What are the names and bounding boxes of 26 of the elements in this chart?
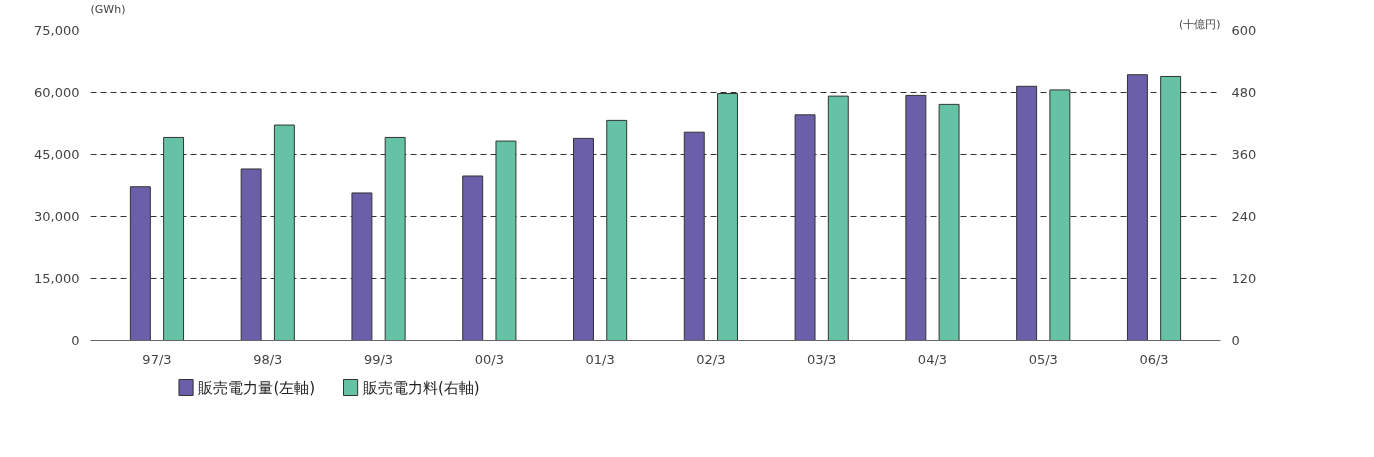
y2-tick-label: 600	[1231, 23, 1257, 38]
y2-tick-label: 480	[1231, 85, 1257, 100]
y2-tick-label: 0	[1231, 333, 1240, 348]
x-tick-label: 06/3	[1139, 351, 1169, 367]
y-tick-label: 60,000	[34, 85, 80, 100]
y2-tick-label: 120	[1231, 271, 1257, 286]
y-tick-label: 45,000	[34, 147, 80, 162]
x-tick-label: 97/3	[142, 351, 172, 367]
x-tick-label: 02/3	[696, 351, 726, 367]
y2-tick-label: 240	[1231, 209, 1257, 224]
y-tick-label: 30,000	[34, 209, 80, 224]
y-tick-label: 75,000	[34, 23, 80, 38]
y-tick-label: 15,000	[34, 271, 80, 286]
x-tick-label: 01/3	[585, 351, 615, 367]
legend-label: 販売電力料(右軸)	[362, 378, 480, 397]
legend-label: 販売電力量(左軸)	[198, 378, 316, 397]
x-tick-label: 05/3	[1028, 351, 1058, 367]
x-tick-label: 98/3	[253, 351, 283, 367]
x-tick-label: 03/3	[807, 351, 837, 367]
y2-axis-title: (十億円)	[1178, 17, 1221, 31]
y-tick-label: 0	[71, 333, 80, 348]
x-tick-label: 04/3	[917, 351, 948, 367]
x-tick-label: 00/3	[474, 351, 504, 367]
x-tick-label: 99/3	[363, 351, 394, 367]
y2-tick-label: 360	[1231, 147, 1257, 162]
y-axis-title: (GWh)	[90, 2, 126, 16]
